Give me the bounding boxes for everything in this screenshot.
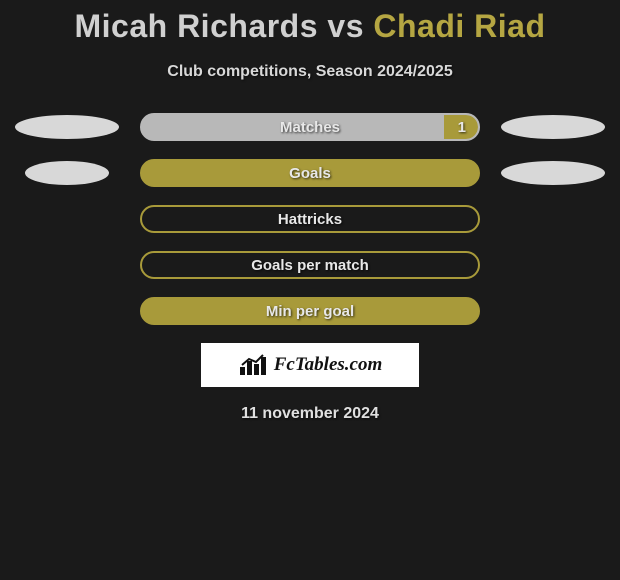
stat-label: Goals <box>289 165 331 182</box>
player1-ellipse <box>15 115 119 139</box>
stat-bar: Hattricks <box>140 205 480 233</box>
stat-bar: Goals <box>140 159 480 187</box>
left-ellipse-slot <box>12 161 122 185</box>
player2-name: Chadi Riad <box>373 8 545 44</box>
stat-bar: Matches 1 <box>140 113 480 141</box>
stat-right-value: 1 <box>458 119 466 136</box>
stat-row: Matches 1 <box>0 113 620 141</box>
vs-text: vs <box>327 8 364 44</box>
stat-bar: Goals per match <box>140 251 480 279</box>
stat-label: Min per goal <box>266 303 354 320</box>
stat-label: Matches <box>280 119 340 136</box>
player2-ellipse <box>501 161 605 185</box>
stat-label: Goals per match <box>251 257 369 274</box>
stat-row: Hattricks <box>0 205 620 233</box>
left-ellipse-slot <box>12 115 122 139</box>
right-ellipse-slot <box>498 161 608 185</box>
bar-chart-icon <box>238 353 268 377</box>
brand-badge: FcTables.com <box>201 343 419 387</box>
comparison-title: Micah Richards vs Chadi Riad <box>0 0 620 45</box>
stat-row: Goals <box>0 159 620 187</box>
stat-row: Goals per match <box>0 251 620 279</box>
player2-ellipse <box>501 115 605 139</box>
stat-label: Hattricks <box>278 211 342 228</box>
brand-text: FcTables.com <box>274 354 383 376</box>
right-ellipse-slot <box>498 115 608 139</box>
stat-row: Min per goal <box>0 297 620 325</box>
stat-bar: Min per goal <box>140 297 480 325</box>
date-text: 11 november 2024 <box>0 405 620 423</box>
player1-name: Micah Richards <box>74 8 318 44</box>
subtitle: Club competitions, Season 2024/2025 <box>0 63 620 81</box>
player1-ellipse <box>25 161 109 185</box>
stat-rows: Matches 1 Goals Hattricks Goals per match Min… <box>0 113 620 325</box>
